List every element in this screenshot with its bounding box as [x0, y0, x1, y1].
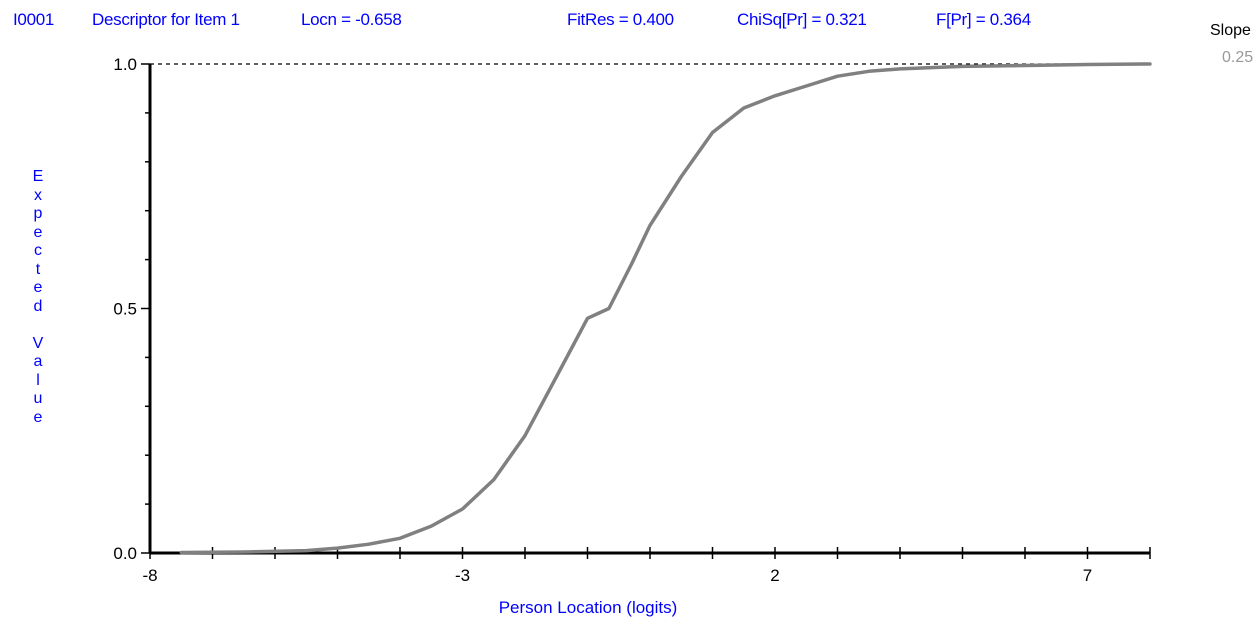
x-tick-label: -3	[455, 566, 470, 585]
fitres-stat: FitRes = 0.400	[567, 10, 674, 29]
chisq-stat: ChiSq[Pr] = 0.321	[737, 10, 867, 29]
y-tick-label: 0.5	[113, 300, 137, 319]
item-id: I0001	[13, 10, 55, 29]
x-tick-label: 7	[1083, 566, 1092, 585]
x-axis-label: Person Location (logits)	[499, 598, 678, 617]
f-pr-stat: F[Pr] = 0.364	[936, 10, 1031, 29]
y-axis-label: E x p e c t e d V a l u e	[32, 168, 44, 426]
slope-label: Slope	[1210, 22, 1251, 39]
x-tick-label: 2	[770, 566, 779, 585]
item-descriptor: Descriptor for Item 1	[92, 10, 240, 29]
location-stat: Locn = -0.658	[301, 10, 402, 29]
y-tick-label: 1.0	[113, 55, 137, 74]
slope-value: 0.25	[1222, 49, 1254, 66]
x-tick-label: -8	[142, 566, 157, 585]
y-tick-label: 0.0	[113, 544, 137, 563]
icc-curve	[179, 62, 1152, 555]
